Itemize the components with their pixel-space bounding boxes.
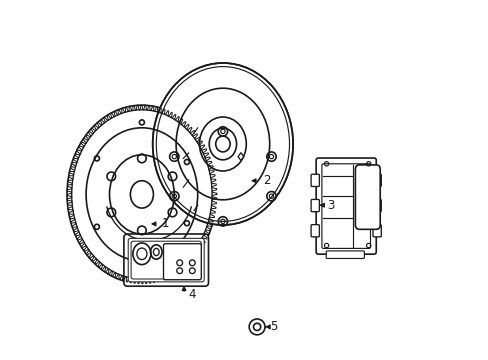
FancyBboxPatch shape	[372, 199, 381, 212]
FancyBboxPatch shape	[128, 238, 204, 282]
Circle shape	[249, 319, 264, 335]
FancyBboxPatch shape	[131, 241, 201, 279]
Ellipse shape	[130, 181, 153, 208]
FancyBboxPatch shape	[321, 164, 370, 248]
FancyBboxPatch shape	[372, 225, 381, 237]
Ellipse shape	[152, 63, 292, 225]
FancyBboxPatch shape	[310, 225, 319, 237]
Text: 2: 2	[263, 174, 270, 187]
FancyBboxPatch shape	[355, 165, 380, 229]
Ellipse shape	[215, 136, 230, 152]
Ellipse shape	[67, 105, 216, 284]
FancyBboxPatch shape	[163, 244, 201, 280]
FancyBboxPatch shape	[123, 234, 208, 286]
Polygon shape	[238, 153, 243, 161]
FancyBboxPatch shape	[310, 199, 319, 212]
Text: 1: 1	[162, 217, 169, 230]
FancyBboxPatch shape	[325, 251, 364, 258]
Text: 5: 5	[269, 320, 277, 333]
Text: 3: 3	[326, 199, 334, 212]
FancyBboxPatch shape	[310, 174, 319, 186]
FancyBboxPatch shape	[372, 174, 381, 186]
FancyBboxPatch shape	[316, 158, 375, 254]
Circle shape	[253, 323, 260, 330]
Text: 4: 4	[188, 288, 195, 301]
